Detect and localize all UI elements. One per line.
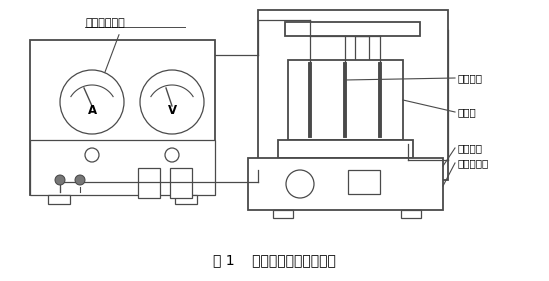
Text: 石墨电极: 石墨电极	[457, 73, 482, 83]
Circle shape	[55, 175, 65, 185]
Circle shape	[165, 148, 179, 162]
Text: 稳压稳流电源: 稳压稳流电源	[85, 18, 125, 28]
Bar	[288, 60, 403, 140]
Bar	[258, 10, 448, 180]
Text: 加热搅拌器: 加热搅拌器	[457, 158, 488, 168]
Bar	[30, 40, 215, 195]
Text: 恒温磁力: 恒温磁力	[457, 143, 482, 153]
Bar	[278, 140, 413, 158]
Text: 图 1    电化学氧化法试验装置: 图 1 电化学氧化法试验装置	[213, 253, 336, 267]
Circle shape	[85, 148, 99, 162]
Text: 电解槽: 电解槽	[457, 107, 476, 117]
Text: A: A	[87, 103, 97, 117]
Bar	[355, 36, 369, 140]
Bar	[30, 140, 215, 195]
Bar	[170, 168, 192, 198]
Bar	[401, 210, 421, 218]
Bar	[248, 158, 443, 210]
Bar	[348, 170, 380, 194]
Circle shape	[140, 70, 204, 134]
Text: V: V	[167, 103, 177, 117]
Circle shape	[60, 70, 124, 134]
Bar	[48, 195, 70, 204]
Circle shape	[286, 170, 314, 198]
Circle shape	[75, 175, 85, 185]
Bar	[273, 210, 293, 218]
Bar	[285, 22, 420, 36]
Bar	[138, 168, 160, 198]
Bar	[175, 195, 197, 204]
